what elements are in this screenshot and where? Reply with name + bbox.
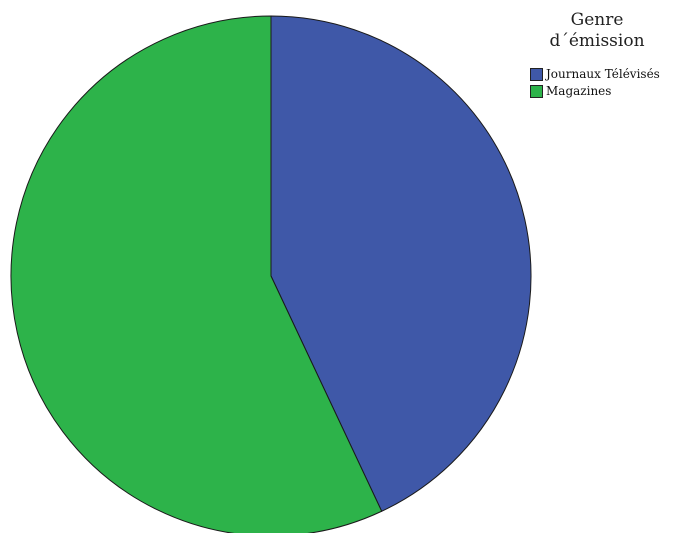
legend-label-magazines: Magazines	[546, 84, 612, 98]
legend-title-line2: d´émission	[549, 31, 645, 51]
legend: Genre d´émission Journaux Télévisés Maga…	[530, 10, 680, 100]
legend-title-line1: Genre	[570, 10, 624, 30]
legend-item-journaux-televises: Journaux Télévisés	[530, 66, 680, 82]
pie-slice-journaux-televises	[270, 15, 532, 512]
legend-title: Genre d´émission	[522, 10, 672, 52]
legend-swatch-magazines	[530, 84, 543, 98]
legend-item-magazines: Magazines	[530, 83, 680, 99]
legend-items: Journaux Télévisés Magazines	[530, 66, 680, 99]
legend-label-journaux-televises: Journaux Télévisés	[546, 67, 660, 81]
legend-swatch-journaux-televises	[530, 67, 543, 81]
pie-slice-magazines	[10, 15, 383, 533]
